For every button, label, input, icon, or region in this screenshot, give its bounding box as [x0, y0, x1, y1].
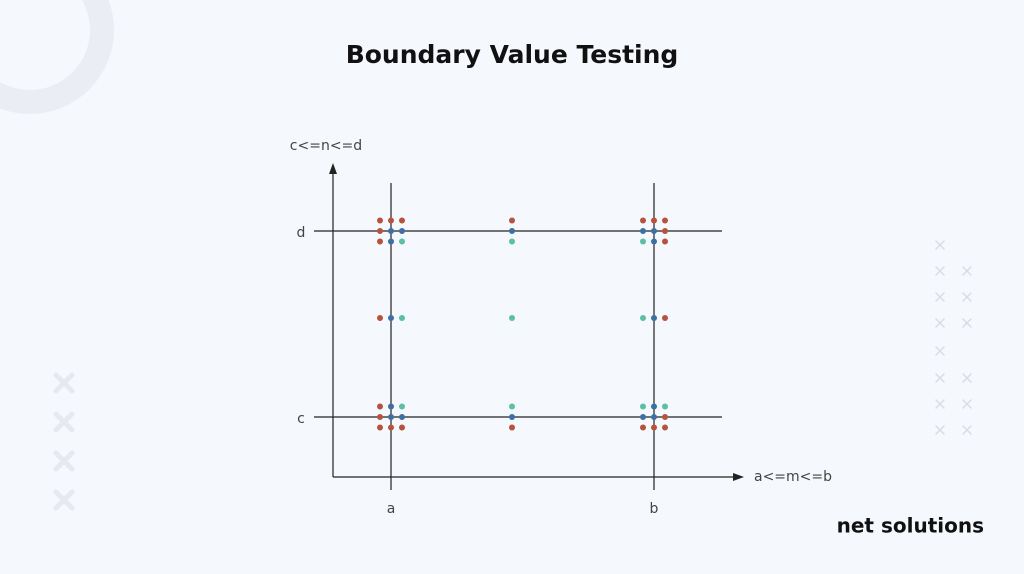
test-point: [388, 228, 394, 234]
test-point: [662, 315, 668, 321]
test-point: [399, 228, 405, 234]
decor-cross: [935, 292, 945, 302]
test-point: [640, 424, 646, 431]
decor-cross: [935, 318, 945, 328]
test-point: [399, 414, 405, 420]
test-point: [651, 315, 657, 321]
decor-cross: [53, 489, 75, 511]
test-point: [509, 424, 515, 431]
x-tick-label: a: [387, 501, 396, 517]
decor-cross: [962, 292, 972, 302]
decor-cross: [53, 372, 75, 394]
test-point: [399, 238, 405, 245]
decor: [53, 240, 972, 511]
test-point: [388, 414, 394, 420]
test-point: [662, 424, 668, 431]
decor-cross: [935, 399, 945, 409]
test-point: [399, 424, 405, 431]
test-point: [509, 403, 515, 410]
test-point: [388, 238, 394, 245]
y-arrow: [329, 163, 337, 174]
test-point: [640, 217, 646, 224]
test-point: [509, 414, 515, 420]
test-point: [640, 315, 646, 321]
decor-cross: [962, 373, 972, 383]
test-point: [640, 228, 646, 234]
test-point: [509, 315, 515, 321]
test-point: [388, 403, 394, 410]
test-point: [662, 217, 668, 224]
test-point: [399, 403, 405, 410]
test-point: [509, 228, 515, 234]
x-arrow: [733, 473, 744, 481]
test-point: [377, 217, 383, 224]
decor-cross: [962, 318, 972, 328]
x-axis-label: a<=m<=b: [754, 469, 832, 485]
test-point: [640, 238, 646, 245]
decor-cross: [53, 450, 75, 472]
test-point: [640, 403, 646, 410]
x-tick-label: b: [650, 501, 659, 517]
brand: net solutions: [837, 514, 984, 538]
test-point: [651, 414, 657, 420]
test-point: [388, 424, 394, 431]
test-point: [388, 217, 394, 224]
decor-cross: [962, 399, 972, 409]
test-point: [662, 414, 668, 420]
test-point: [662, 238, 668, 245]
test-point: [388, 315, 394, 321]
test-point: [377, 414, 383, 420]
test-point: [651, 424, 657, 431]
y-tick-label: c: [297, 411, 305, 427]
title: Boundary Value Testing: [346, 40, 679, 69]
decor-cross: [935, 373, 945, 383]
test-point: [377, 403, 383, 410]
test-point: [640, 414, 646, 420]
dots: [377, 217, 668, 431]
decor-cross: [53, 411, 75, 433]
test-point: [377, 424, 383, 431]
test-point: [651, 228, 657, 234]
test-point: [377, 238, 383, 245]
y-axis-label: c<=n<=d: [290, 138, 362, 154]
decor-circle: [0, 0, 114, 114]
decor-cross: [935, 240, 945, 250]
test-point: [662, 228, 668, 234]
y-tick-label: d: [297, 225, 306, 241]
test-point: [651, 403, 657, 410]
decor-cross: [935, 346, 945, 356]
test-point: [651, 238, 657, 245]
test-point: [651, 217, 657, 224]
decor-cross: [962, 266, 972, 276]
decor-cross: [935, 425, 945, 435]
test-point: [377, 228, 383, 234]
test-point: [399, 217, 405, 224]
test-point: [509, 238, 515, 245]
test-point: [662, 403, 668, 410]
decor-cross: [962, 425, 972, 435]
test-point: [377, 315, 383, 321]
test-point: [399, 315, 405, 321]
test-point: [509, 217, 515, 224]
decor-cross: [935, 266, 945, 276]
